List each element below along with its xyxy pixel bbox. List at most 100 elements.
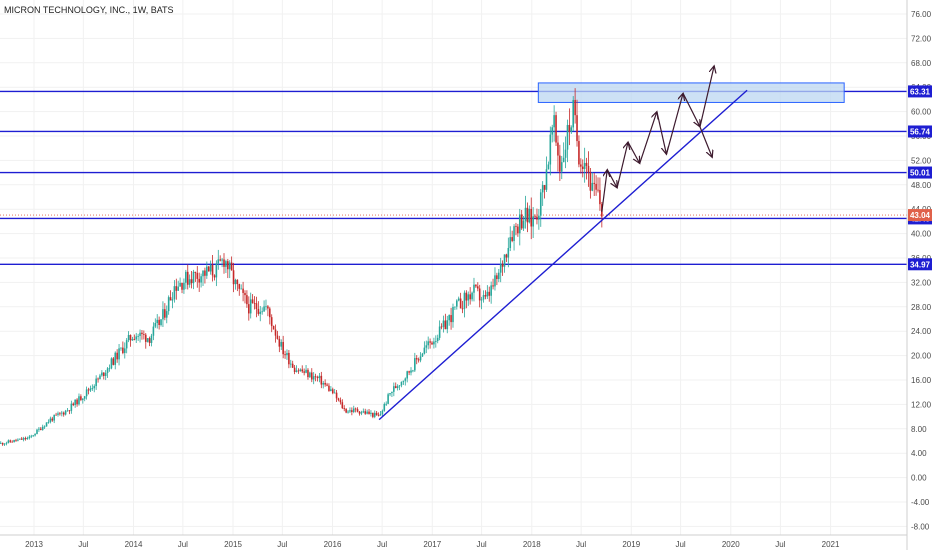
candle-body — [414, 358, 416, 371]
candle-body — [316, 377, 319, 379]
x-tick-label: 2014 — [125, 540, 143, 549]
candle-body — [490, 285, 492, 296]
candle-body — [396, 386, 399, 389]
candle-body — [282, 342, 284, 355]
candle-body — [394, 386, 397, 389]
y-tick-label: -4.00 — [911, 498, 930, 507]
candle-body — [482, 295, 485, 300]
candle-body — [572, 99, 575, 128]
candle-body — [295, 370, 298, 372]
candle-body — [423, 347, 426, 354]
candle-body — [53, 414, 55, 421]
candle-body — [442, 320, 445, 327]
projection-arrows — [601, 66, 714, 212]
candle-body — [227, 261, 229, 270]
last-price-label: 43.04 — [910, 211, 931, 220]
candle-body — [587, 165, 590, 173]
level-tag-label: 56.74 — [910, 127, 931, 136]
candle-body — [559, 155, 561, 172]
level-tag-label: 50.01 — [910, 169, 931, 178]
candle-body — [55, 414, 57, 416]
candle-body — [202, 270, 204, 277]
candle-body — [469, 294, 471, 300]
candle-body — [476, 286, 479, 289]
projection-arrow — [627, 141, 640, 163]
candle-body — [297, 370, 300, 372]
candle-body — [509, 237, 512, 248]
y-tick-label: 0.00 — [911, 474, 927, 483]
candle-body — [76, 399, 78, 405]
x-tick-label: 2019 — [622, 540, 640, 549]
candle-body — [127, 334, 130, 341]
candle-body — [154, 323, 157, 327]
level-tag-label: 34.97 — [910, 260, 931, 269]
projection-arrow — [601, 170, 607, 212]
candle-body — [41, 426, 44, 430]
candle-body — [547, 164, 550, 170]
candle-body — [192, 271, 195, 284]
chart-grid — [0, 0, 907, 535]
candle-body — [557, 142, 559, 156]
candle-body — [7, 440, 10, 443]
candle-body — [232, 270, 235, 285]
candle-body — [408, 371, 410, 373]
last-price-tag — [908, 209, 932, 222]
candle-body — [288, 352, 290, 365]
candle-body — [248, 304, 250, 314]
candle-body — [436, 337, 439, 342]
candle-body — [419, 356, 422, 361]
candle-body — [450, 315, 452, 323]
candle-body — [518, 214, 521, 234]
candle-body — [116, 352, 118, 360]
candle-body — [354, 408, 357, 410]
candle-body — [30, 435, 33, 437]
candle-body — [85, 389, 88, 397]
candle-body — [452, 306, 454, 323]
candle-body — [370, 412, 372, 414]
candle-body — [530, 208, 533, 227]
candle-body — [538, 215, 540, 220]
candle-body — [503, 254, 506, 267]
candle-body — [322, 383, 325, 385]
candle-body — [20, 438, 23, 440]
candle-body — [24, 438, 27, 440]
candle-body — [570, 127, 573, 132]
candle-body — [43, 426, 46, 428]
candle-body — [144, 334, 147, 342]
candle-body — [259, 311, 262, 314]
y-tick-label: 24.00 — [911, 327, 932, 336]
candle-body — [19, 438, 21, 440]
candle-body — [333, 392, 336, 394]
x-tick-label: 2021 — [822, 540, 840, 549]
candle-body — [181, 282, 183, 290]
candle-body — [440, 326, 443, 328]
candle-body — [310, 372, 313, 380]
candle-body — [425, 345, 428, 348]
candle-body — [347, 411, 349, 413]
y-tick-label: 12.00 — [911, 400, 932, 409]
candle-body — [534, 216, 536, 218]
candle-body — [545, 169, 548, 190]
candle-body — [68, 410, 71, 412]
candle-body — [578, 141, 580, 165]
candle-body — [484, 295, 487, 297]
candle-body — [492, 285, 494, 287]
candle-body — [555, 115, 557, 143]
candle-body — [40, 428, 42, 430]
candle-body — [417, 359, 420, 361]
price-axis: 76.0072.0068.0064.0060.0056.0052.0048.00… — [906, 0, 932, 550]
candle-body — [72, 403, 75, 406]
candle-body — [549, 134, 552, 165]
candle-body — [520, 214, 523, 229]
candle-body — [188, 279, 191, 285]
projection-arrow — [616, 142, 628, 188]
candle-body — [496, 275, 498, 280]
candle-body — [70, 403, 73, 411]
candle-body — [17, 439, 19, 441]
y-tick-label: 20.00 — [911, 352, 932, 361]
candle-body — [219, 259, 221, 261]
candle-body — [352, 408, 355, 412]
candle-body — [387, 394, 389, 404]
candle-body — [217, 259, 220, 264]
candle-body — [211, 264, 214, 276]
